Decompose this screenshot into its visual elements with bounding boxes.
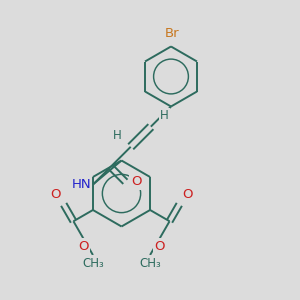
- Text: H: H: [160, 109, 169, 122]
- Text: CH₃: CH₃: [139, 256, 161, 269]
- Text: H: H: [113, 129, 122, 142]
- Text: Br: Br: [165, 27, 180, 40]
- Text: O: O: [154, 240, 165, 253]
- Text: O: O: [131, 175, 141, 188]
- Text: CH₃: CH₃: [82, 256, 104, 269]
- Text: O: O: [78, 240, 88, 253]
- Text: O: O: [182, 188, 193, 201]
- Text: HN: HN: [71, 178, 91, 190]
- Text: O: O: [50, 188, 61, 201]
